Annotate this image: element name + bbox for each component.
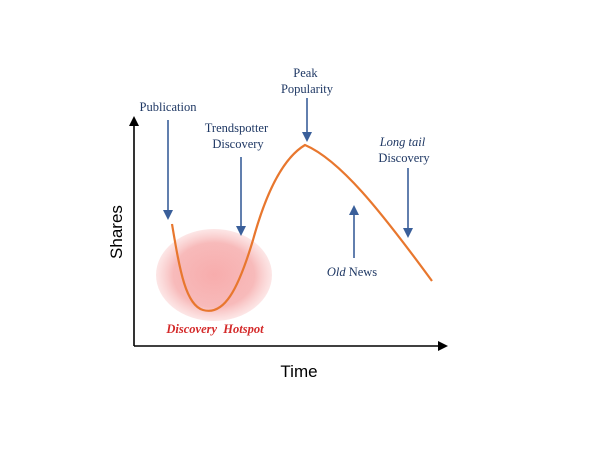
trendspotter-label-line2: Discovery [212, 137, 264, 151]
peak-label-line2: Popularity [281, 82, 334, 96]
oldnews-label-rest: News [346, 265, 378, 279]
peak-label-line1: Peak [293, 66, 318, 80]
longtail-label: Long tail Discovery [378, 135, 430, 165]
x-axis-label: Time [280, 362, 317, 381]
longtail-label-line1: Long tail [379, 135, 426, 149]
peak-label: Peak Popularity [281, 66, 334, 96]
y-axis-label: Shares [107, 205, 126, 259]
longtail-label-line2: Discovery [378, 151, 430, 165]
oldnews-label: Old News [327, 265, 377, 279]
shares-curve [170, 143, 433, 312]
trendspotter-label: Trendspotter Discovery [205, 121, 272, 151]
discovery-hotspot-label: Discovery Hotspot [165, 322, 264, 336]
oldnews-label-italic: Old [327, 265, 347, 279]
discovery-hotspot-area [156, 229, 272, 321]
trendspotter-label-line1: Trendspotter [205, 121, 269, 135]
publication-label: Publication [140, 100, 198, 114]
